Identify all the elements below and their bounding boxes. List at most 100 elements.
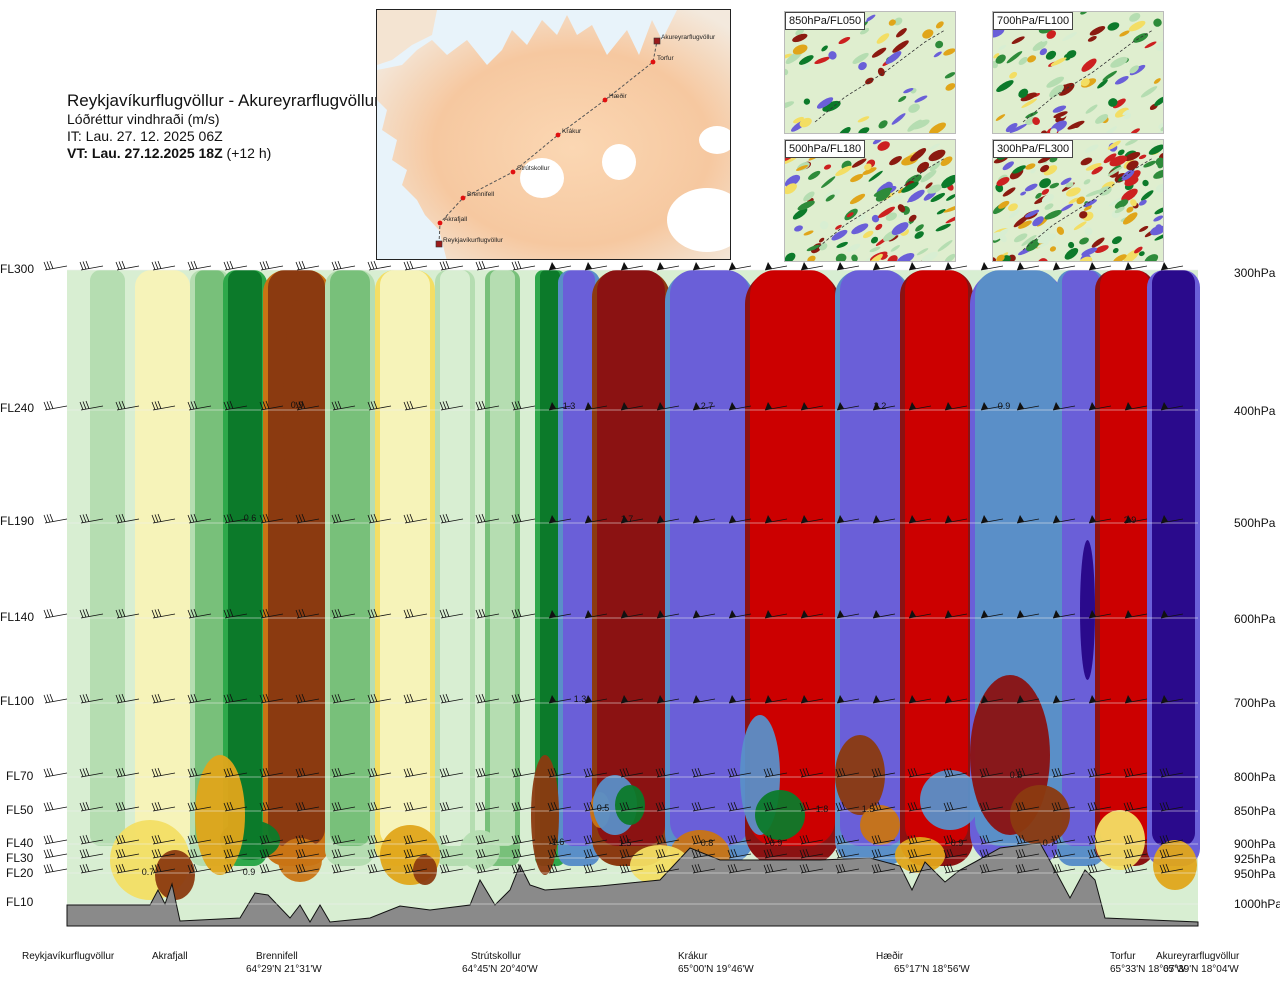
thumbnail-wind-cell — [1114, 206, 1125, 214]
waypoint-marker — [510, 169, 516, 175]
wind-barb — [655, 767, 680, 778]
wind-barb — [656, 515, 680, 524]
wind-barb — [691, 801, 716, 812]
wind-barb — [439, 767, 464, 778]
wind-barb — [223, 693, 248, 704]
wind-barb — [1160, 402, 1184, 411]
wind-barb — [871, 767, 896, 778]
wind-barb — [728, 695, 752, 704]
thumbnail-wind-cell — [1035, 192, 1042, 199]
thumbnail-500hpa[interactable]: 500hPa/FL180 — [784, 139, 956, 262]
station-label: Akureyrarflugvöllur — [1156, 950, 1239, 963]
velocity-core — [597, 270, 665, 846]
fl-label: FL190 — [0, 514, 35, 528]
wind-barb — [1016, 695, 1040, 704]
thumbnail-wind-cell — [1084, 227, 1093, 236]
wind-barb — [295, 848, 320, 859]
waypoint-marker — [437, 220, 443, 226]
thumbnail-wind-cell — [1083, 205, 1092, 211]
thumbnail-wind-cell — [785, 252, 796, 261]
thumbnail-wind-cell — [887, 255, 898, 261]
wind-barb — [980, 695, 1004, 704]
thumbnail-wind-cell — [1126, 206, 1134, 213]
wind-barb — [872, 402, 896, 411]
station-name: Hæðir — [876, 951, 904, 962]
thumbnail-wind-cell — [945, 214, 955, 224]
contour-label: 1.6 — [552, 837, 565, 847]
thumbnail-wind-cell — [875, 223, 883, 231]
thumbnail-300hpa[interactable]: 300hPa/FL300 — [992, 139, 1164, 262]
fl-label: FL30 — [6, 851, 34, 865]
thumbnail-route — [814, 29, 946, 123]
wind-barb — [151, 801, 176, 812]
glacier-vatnajokull — [667, 188, 730, 252]
wind-barb — [1160, 610, 1184, 619]
wind-barb — [475, 693, 500, 704]
thumbnail-wind-cell — [897, 204, 906, 213]
contour-label: 2.9 — [1124, 515, 1137, 525]
wind-barb — [943, 848, 968, 859]
wind-barb — [979, 834, 1004, 845]
wind-barb — [295, 863, 320, 874]
wind-barb — [187, 834, 212, 845]
thumbnail-wind-cell — [940, 156, 953, 166]
thumbnail-wind-cell — [1032, 40, 1048, 52]
wind-barb — [151, 693, 176, 704]
wind-barb — [151, 608, 176, 619]
wind-barb — [295, 608, 320, 619]
thumbnail-wind-cell — [916, 161, 930, 173]
wind-barb — [944, 402, 968, 411]
fl-label: FL300 — [0, 262, 35, 276]
thumbnail-wind-cell — [1108, 98, 1118, 107]
thumbnail-wind-cell — [1091, 237, 1105, 248]
wind-barb — [223, 513, 248, 524]
velocity-core — [840, 270, 905, 846]
wind-barb — [367, 400, 392, 411]
thumbnail-wind-cell — [1104, 126, 1117, 133]
thumbnail-wind-cell — [914, 95, 928, 103]
thumbnail-wind-cell — [935, 223, 951, 232]
contour-label: 1.5 — [619, 838, 632, 848]
wind-barb — [511, 834, 536, 845]
thumbnail-700hpa[interactable]: 700hPa/FL100 — [992, 11, 1164, 134]
thumbnail-wind-cell — [1110, 56, 1128, 68]
thumbnail-wind-cell — [1080, 78, 1090, 87]
thumbnail-wind-cell — [1041, 188, 1050, 195]
thumbnail-wind-cell — [821, 45, 828, 52]
thumbnail-wind-cell — [1128, 20, 1146, 32]
thumbnail-wind-cell — [1112, 98, 1126, 109]
thumbnail-300hpa-label: 300hPa/FL300 — [993, 140, 1074, 158]
thumbnail-wind-cell — [1053, 111, 1068, 119]
wind-barb — [620, 695, 644, 704]
wind-barb — [79, 693, 104, 704]
wind-barb — [439, 400, 464, 411]
wind-barb — [944, 610, 968, 619]
wind-barb — [944, 262, 968, 271]
wind-barb — [295, 260, 320, 271]
wind-barb — [187, 767, 212, 778]
wind-barb — [331, 693, 356, 704]
thumbnail-wind-cell — [1094, 245, 1109, 253]
thumbnail-500hpa-map — [785, 140, 955, 261]
wind-barb — [1159, 834, 1184, 845]
wind-barb — [439, 513, 464, 524]
waypoint-label: Hæðir — [609, 92, 628, 100]
thumbnail-850hpa[interactable]: 850hPa/FL050 — [784, 11, 956, 134]
thumbnail-wind-cell — [1052, 105, 1067, 113]
vertical-velocity-columns — [67, 270, 1200, 926]
wind-barb — [835, 834, 860, 845]
fl-label: FL20 — [6, 866, 34, 880]
thumbnail-500hpa-label: 500hPa/FL180 — [785, 140, 866, 158]
thumbnail-wind-cell — [792, 33, 808, 43]
wind-barb — [1123, 863, 1148, 874]
wind-barb — [475, 863, 500, 874]
hpa-label: 500hPa — [1234, 516, 1276, 530]
wind-barb — [115, 848, 140, 859]
hpa-label: 950hPa — [1234, 867, 1276, 881]
thumbnail-wind-cell — [1119, 30, 1130, 37]
thumbnail-wind-cell — [1013, 233, 1028, 243]
wind-barb — [331, 400, 356, 411]
wind-barb — [259, 801, 284, 812]
wind-barb — [836, 262, 860, 271]
thumbnail-wind-cell — [1103, 153, 1117, 164]
